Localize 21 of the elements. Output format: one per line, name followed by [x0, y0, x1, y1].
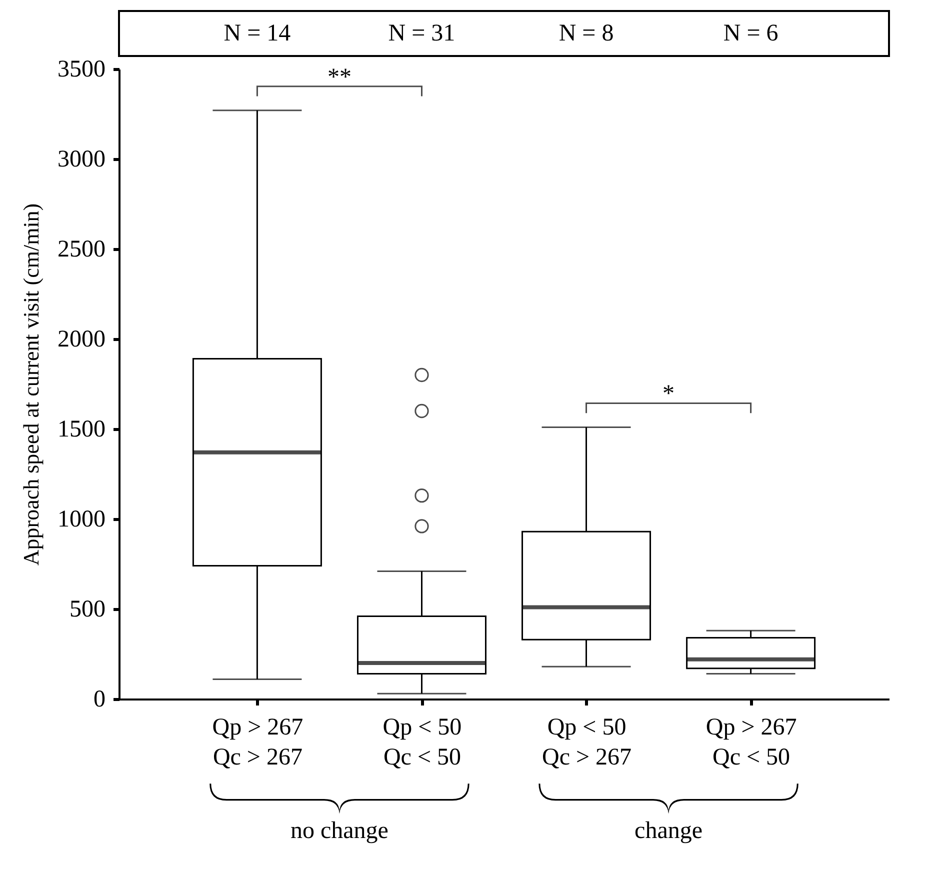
y-tick-label: 3500	[58, 56, 106, 82]
y-tick-label: 0	[94, 686, 106, 712]
y-tick-label: 500	[70, 596, 106, 622]
text: N = 31	[388, 20, 456, 46]
y-tick-label: 3000	[58, 146, 106, 172]
text: change	[634, 818, 703, 844]
y-tick-label: 1500	[58, 416, 106, 442]
y-axis-title: Approach speed at current visit (cm/min)	[18, 203, 44, 566]
text: N = 14	[224, 20, 291, 46]
y-tick-label: 2000	[58, 326, 106, 352]
text: N = 8	[558, 20, 614, 46]
y-tick-label: 1000	[58, 506, 106, 532]
annotation: *	[662, 381, 675, 408]
text: no change	[290, 818, 388, 844]
y-tick-label: 2500	[58, 236, 106, 262]
text: N = 6	[723, 20, 778, 46]
annotation: **	[327, 64, 352, 90]
x-tick-label: Qp > 267 Qc > 267	[212, 714, 304, 770]
x-tick-label: Qp > 267 Qc < 50	[706, 714, 797, 770]
x-tick-label: Qp < 50 Qc < 50	[382, 714, 462, 770]
x-tick-label: Qp < 50 Qc > 267	[542, 714, 632, 770]
